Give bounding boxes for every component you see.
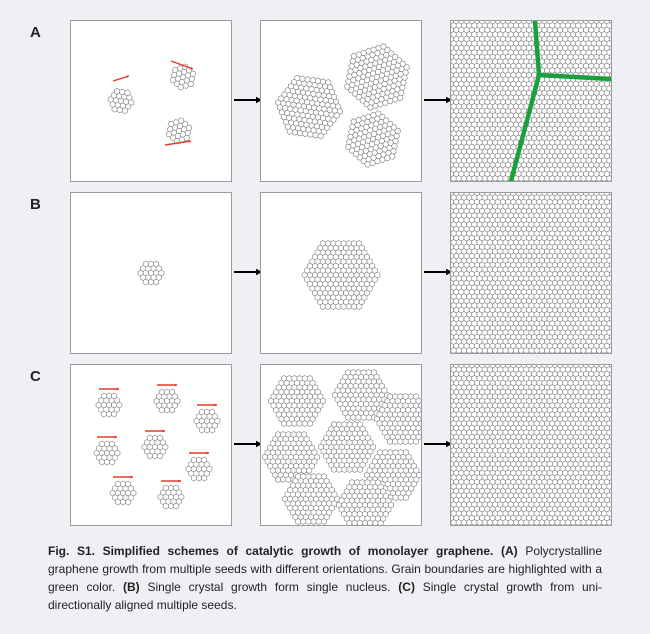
panel-a3: [450, 20, 612, 182]
transition-arrow: [420, 364, 450, 524]
transition-arrow: [420, 20, 450, 180]
row-label-a: A: [30, 20, 70, 180]
figure-grid: A B C: [0, 0, 650, 534]
transition-arrow: [420, 192, 450, 352]
caption-lead: Fig. S1. Simplified schemes of catalytic…: [48, 544, 518, 558]
row-label-c: C: [30, 364, 70, 524]
panel-a2: [260, 20, 422, 182]
row-label-b: B: [30, 192, 70, 352]
transition-arrow: [230, 364, 260, 524]
panel-c3: [450, 364, 612, 526]
panel-b2: [260, 192, 422, 354]
panel-a1: [70, 20, 232, 182]
panel-c1: [70, 364, 232, 526]
panel-b3: [450, 192, 612, 354]
caption-label-b: (B): [123, 580, 140, 594]
caption-body-b: Single crystal growth form single nucleu…: [147, 580, 390, 594]
panel-c2: [260, 364, 422, 526]
panel-b1: [70, 192, 232, 354]
caption-label-c: (C): [398, 580, 415, 594]
figure-caption: Fig. S1. Simplified schemes of catalytic…: [0, 534, 650, 634]
transition-arrow: [230, 192, 260, 352]
transition-arrow: [230, 20, 260, 180]
